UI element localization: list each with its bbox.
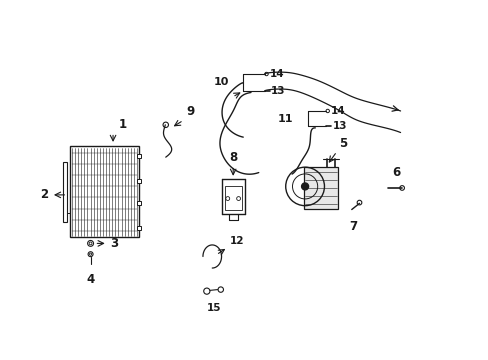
- Text: 9: 9: [186, 105, 195, 118]
- Text: 10: 10: [213, 77, 229, 87]
- Bar: [70, 147, 138, 237]
- Text: 11: 11: [278, 114, 293, 123]
- Text: 5: 5: [338, 137, 346, 150]
- Text: 13: 13: [332, 121, 346, 131]
- Text: 8: 8: [228, 151, 237, 164]
- Bar: [137, 154, 140, 158]
- Bar: [62, 162, 67, 222]
- Text: 3: 3: [110, 237, 118, 250]
- Text: 15: 15: [206, 303, 221, 313]
- Text: 1: 1: [118, 118, 126, 131]
- Bar: [137, 201, 140, 204]
- Text: 14: 14: [269, 69, 284, 79]
- Bar: [137, 226, 140, 230]
- Text: 14: 14: [330, 106, 345, 116]
- Bar: [303, 167, 337, 209]
- Text: 12: 12: [230, 236, 244, 246]
- Text: 13: 13: [270, 86, 285, 96]
- Text: 7: 7: [348, 220, 357, 233]
- Bar: [224, 186, 241, 210]
- Text: 2: 2: [41, 188, 49, 201]
- Bar: [137, 179, 140, 183]
- Text: 4: 4: [86, 274, 95, 287]
- Circle shape: [301, 183, 308, 190]
- Text: 6: 6: [391, 166, 399, 179]
